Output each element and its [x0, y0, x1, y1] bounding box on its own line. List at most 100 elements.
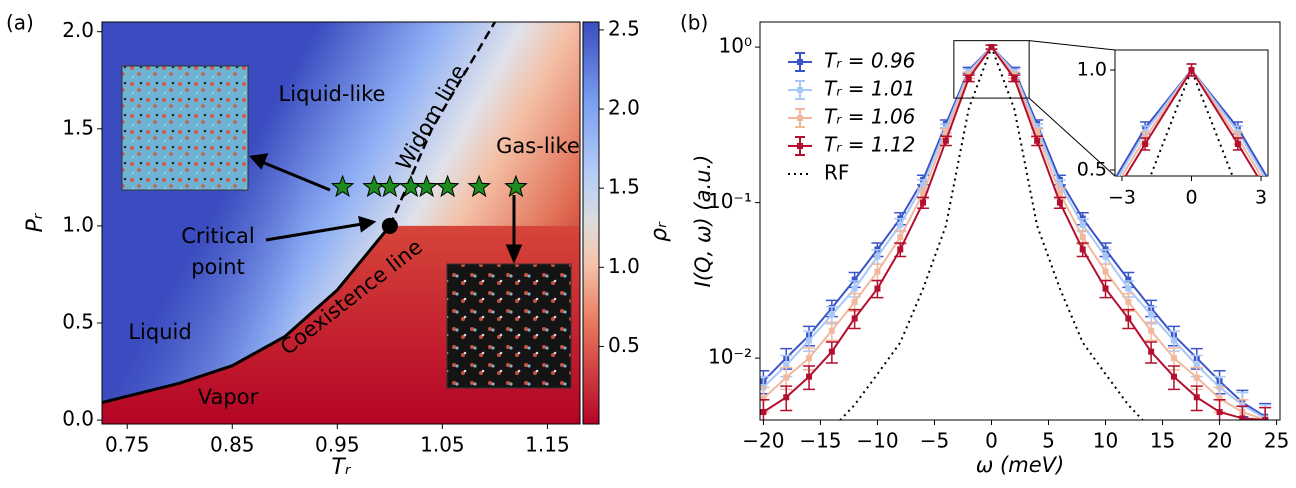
critical-point [381, 217, 398, 234]
legend-label: RF [824, 161, 849, 185]
legend-marker [797, 59, 803, 65]
marker [1170, 337, 1177, 344]
marker [760, 409, 767, 416]
marker [1148, 348, 1155, 355]
colorbar-tick-label: 1.0 [608, 254, 640, 278]
marker [1003, 257, 1009, 263]
error-bar [1279, 206, 1289, 214]
arrow [265, 222, 363, 242]
colorbar-tick-label: 0.5 [608, 333, 640, 357]
error-bar [1001, 254, 1011, 257]
x-tick-label: 10 [1093, 429, 1118, 453]
marker [1079, 221, 1086, 228]
marker [1096, 211, 1102, 217]
marker [1049, 247, 1055, 253]
x-axis-label: Tᵣ [331, 455, 351, 480]
panel-label: (a) [6, 11, 34, 35]
marker [910, 261, 916, 267]
error-bar [1001, 257, 1011, 259]
error-bar [955, 262, 965, 264]
marker [783, 374, 790, 381]
arrows [249, 153, 523, 264]
error-bar [1279, 202, 1289, 210]
marker [806, 337, 813, 344]
state-point [330, 174, 355, 198]
y-tick-label: 0.5 [1077, 159, 1107, 181]
x-tick-label: 5 [1042, 429, 1055, 453]
error-bar [1094, 202, 1104, 210]
zoom-box [953, 40, 1030, 99]
y-axis-label: I(Q, ω) (a.u.) [691, 155, 715, 288]
marker [1125, 315, 1132, 322]
marker [851, 276, 858, 283]
arrow-head [358, 215, 377, 233]
error-bar [1047, 242, 1057, 246]
marker [1148, 327, 1155, 334]
marker [818, 264, 824, 270]
marker [828, 311, 835, 318]
annotation: Gas-like [496, 134, 580, 158]
marker [942, 137, 949, 144]
arrow [261, 160, 331, 192]
marker [1056, 181, 1063, 188]
colorbar-tick-label: 1.5 [608, 175, 640, 199]
marker [1096, 207, 1102, 213]
marker [1096, 217, 1102, 223]
marker [1170, 373, 1177, 380]
marker [1281, 207, 1287, 213]
axes-frame [101, 21, 581, 425]
marker [965, 75, 972, 82]
annotation: Liquid-like [279, 82, 386, 106]
marker [760, 395, 767, 402]
marker [725, 266, 731, 272]
marker [1102, 268, 1109, 275]
x-tick-label: −3 [1108, 187, 1136, 209]
marker [1193, 374, 1200, 381]
x-tick-label: 15 [1150, 429, 1175, 453]
x-tick-label: 0 [1185, 187, 1197, 209]
marker [1239, 415, 1246, 420]
marker [1193, 362, 1200, 369]
x-tick-label: −15 [799, 429, 841, 453]
y-tick-label: 10⁻² [708, 345, 752, 369]
x-tick-label: −10 [856, 429, 898, 453]
state-point [378, 174, 402, 198]
coexistence-line [102, 224, 392, 405]
zoom-connector [1029, 40, 1116, 51]
error-bar [1001, 259, 1011, 261]
error-bar [816, 268, 826, 269]
marker [771, 265, 777, 271]
legend-label: Tᵣ = 1.01 [824, 77, 915, 101]
marker [957, 261, 963, 267]
marker [1216, 409, 1223, 416]
marker [783, 362, 790, 369]
marker [1125, 285, 1132, 292]
marker [1188, 67, 1195, 73]
marker [1056, 190, 1063, 197]
marker [910, 261, 916, 267]
error-bar [955, 260, 965, 262]
error-bar [1259, 406, 1272, 420]
marker [1049, 239, 1055, 245]
marker [1049, 244, 1055, 250]
marker [1216, 395, 1223, 402]
annotation: Vapor [198, 385, 259, 409]
error-bar [769, 268, 779, 269]
marker [1148, 311, 1155, 318]
marker [897, 246, 904, 253]
x-tick-label: 0.95 [315, 433, 360, 457]
error-bar [908, 264, 918, 265]
error-bar [1047, 248, 1057, 251]
marker [910, 263, 916, 269]
marker [1234, 141, 1241, 147]
error-bar [1094, 217, 1104, 224]
marker [1096, 203, 1102, 209]
error-bar [769, 268, 779, 269]
marker [725, 266, 731, 272]
marker [783, 394, 790, 401]
marker [910, 262, 916, 268]
marker [942, 130, 949, 137]
marker [771, 266, 777, 272]
marker [1170, 355, 1177, 362]
